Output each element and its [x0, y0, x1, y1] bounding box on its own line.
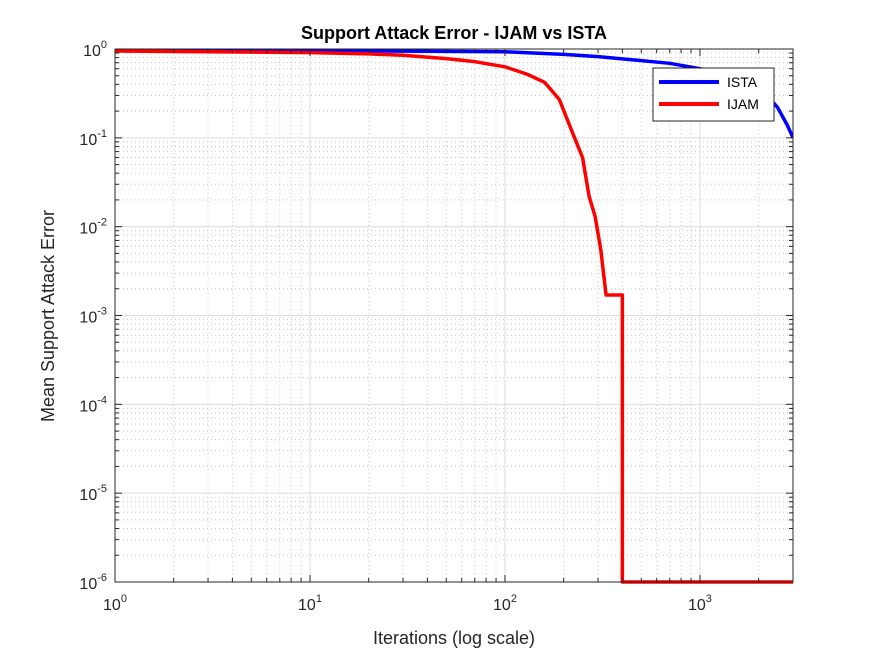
x-tick-base: 10 [103, 597, 121, 614]
legend-label-ista: ISTA [727, 74, 758, 90]
x-tick-exponent: 2 [511, 593, 517, 605]
x-tick-base: 10 [298, 597, 316, 614]
y-axis-label: Mean Support Attack Error [38, 210, 58, 422]
x-tick-base: 10 [493, 597, 511, 614]
y-tick-label: 10-3 [79, 306, 107, 327]
legend[interactable]: ISTA IJAM [652, 67, 775, 122]
y-tick-base: 10 [79, 487, 97, 504]
y-tick-base: 10 [79, 398, 97, 415]
y-tick-label: 10-4 [79, 394, 107, 415]
y-tick-label: 10-5 [79, 483, 107, 504]
y-tick-base: 10 [79, 576, 97, 593]
y-tick-exponent: -1 [97, 128, 107, 140]
x-tick-label: 100 [103, 593, 127, 614]
tick-marks [114, 48, 794, 583]
x-axis-label: Iterations (log scale) [373, 628, 535, 648]
chart-title: Support Attack Error - IJAM vs ISTA [301, 23, 607, 43]
y-tick-exponent: -4 [97, 394, 107, 406]
x-tick-label: 101 [298, 593, 322, 614]
y-tick-label: 10-2 [79, 217, 107, 238]
y-tick-label: 100 [83, 39, 107, 60]
y-tick-base: 10 [79, 132, 97, 149]
legend-box [652, 67, 775, 122]
x-tick-label: 102 [493, 593, 517, 614]
y-tick-exponent: -5 [97, 483, 107, 495]
y-tick-base: 10 [79, 310, 97, 327]
x-tick-labels: 100 101 102 103 [103, 593, 712, 614]
y-tick-label: 10-1 [79, 128, 107, 149]
x-tick-label: 103 [688, 593, 712, 614]
x-tick-exponent: 1 [316, 593, 322, 605]
y-tick-base: 10 [83, 43, 101, 60]
y-tick-base: 10 [79, 221, 97, 238]
y-tick-exponent: -3 [97, 306, 107, 318]
x-tick-exponent: 3 [706, 593, 712, 605]
x-tick-exponent: 0 [121, 593, 127, 605]
x-tick-base: 10 [688, 597, 706, 614]
y-tick-exponent: 0 [101, 39, 107, 51]
y-tick-label: 10-6 [79, 572, 107, 593]
y-tick-exponent: -2 [97, 217, 107, 229]
legend-label-ijam: IJAM [727, 96, 759, 112]
y-tick-exponent: -6 [97, 572, 107, 584]
